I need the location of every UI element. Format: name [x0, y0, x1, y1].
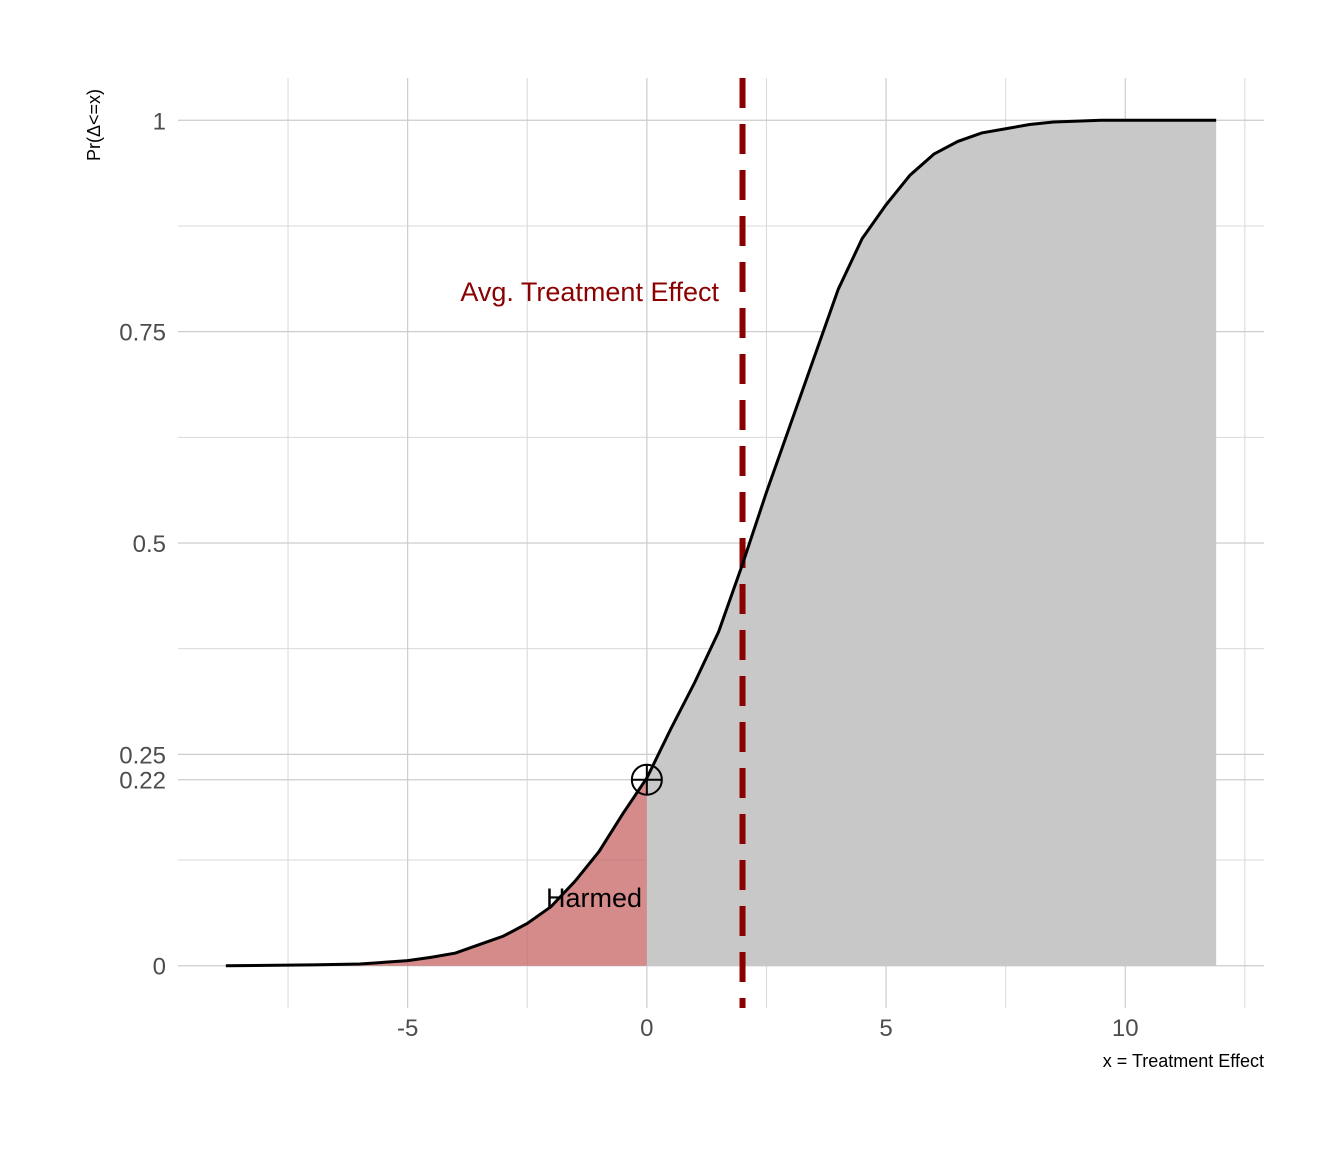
y-tick-labels: 0 0.220.25 0.5 0.75 1: [119, 108, 166, 980]
y-tick-label: 0.25: [119, 742, 166, 769]
x-tick-label: 5: [879, 1015, 892, 1042]
x-tick-labels: -5 0 5 10: [397, 1015, 1139, 1042]
x-tick-label: 0: [640, 1015, 653, 1042]
harmed-area: [225, 778, 647, 966]
harm-probability-marker: [630, 763, 663, 796]
x-axis-title: x = Treatment Effect: [1103, 1051, 1264, 1071]
x-tick-label: 10: [1112, 1015, 1139, 1042]
cdf-curve: [225, 118, 1217, 968]
x-tick-label: -5: [397, 1015, 418, 1042]
y-tick-label: 0.22: [119, 768, 166, 795]
y-tick-label: 0.5: [133, 531, 166, 558]
harmed-label: Harmed: [546, 883, 642, 913]
y-tick-label: 0.75: [119, 320, 166, 347]
y-tick-label: 1: [153, 108, 166, 135]
y-axis-title: Pr(Δ<=x): [84, 89, 104, 161]
benefit-area: [646, 120, 1217, 966]
y-tick-label: 0: [153, 954, 166, 981]
avg-treatment-effect-label: Avg. Treatment Effect: [460, 277, 719, 307]
